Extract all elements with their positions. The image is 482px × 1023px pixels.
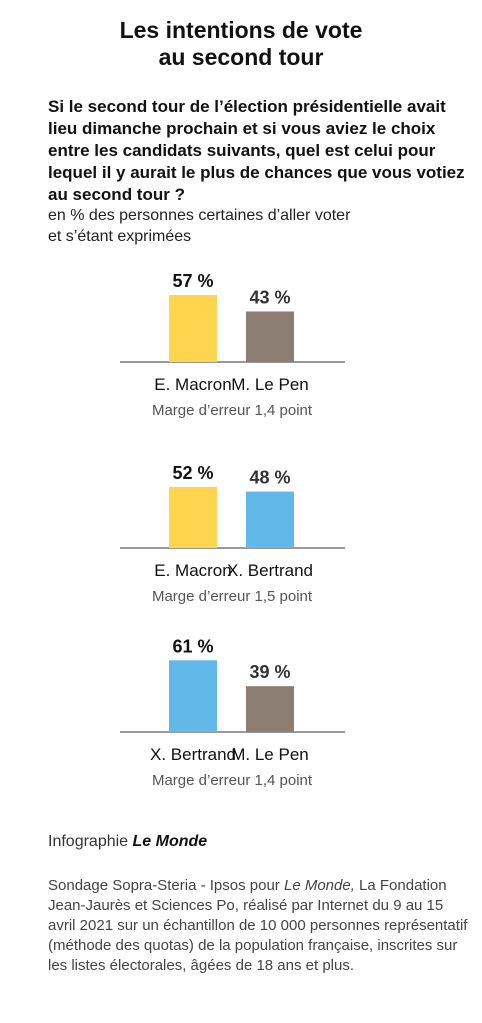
chart-1-margin-of-error: Marge d’erreur 1,4 point [152, 402, 313, 419]
infographic-credit: Infographie Le Monde [48, 833, 207, 851]
credit-brand: Le Monde [132, 833, 208, 850]
chart-1-value-label-e-macron: 57 % [172, 271, 213, 291]
source-note: Sondage Sopra-Steria - Ipsos pour Le Mon… [48, 876, 468, 976]
chart-title-line-1: Les intentions de vote [119, 17, 363, 43]
subtitle-line-1: en % des personnes certaines d’aller vot… [48, 207, 351, 224]
chart-2-value-label-x-bertrand: 48 % [249, 468, 290, 488]
chart-1-bar-e-macron [169, 295, 217, 362]
chart-3-value-label-x-bertrand: 61 % [172, 636, 213, 656]
chart-2-category-label-x-bertrand: X. Bertrand [227, 561, 313, 580]
chart-2-category-label-e-macron: E. Macron [154, 561, 231, 580]
chart-3-value-label-m-le-pen: 39 % [249, 662, 290, 682]
chart-3-category-label-m-le-pen: M. Le Pen [231, 745, 309, 764]
chart-3-bar-m-le-pen [246, 686, 294, 732]
chart-3-category-label-x-bertrand: X. Bertrand [150, 745, 236, 764]
chart-title-line-2: au second tour [158, 44, 324, 70]
chart-1-category-label-e-macron: E. Macron [154, 375, 231, 394]
subtitle-line-2: et s’étant exprimées [48, 228, 192, 245]
credit-prefix: Infographie [48, 833, 133, 850]
poll-question: Si le second tour de l’élection présiden… [48, 97, 465, 204]
chart-2-bar-x-bertrand [246, 491, 294, 548]
source-part-1: Sondage Sopra-Steria - Ipsos pour [48, 877, 284, 894]
chart-1-bar-m-le-pen [246, 311, 294, 362]
source-part-2: La Fondation Jean-Jaurès et Sciences Po,… [48, 877, 468, 974]
chart-subtitle: en % des personnes certaines d’aller vot… [48, 205, 468, 247]
chart-1-value-label-m-le-pen: 43 % [249, 287, 290, 307]
source-brand: Le Monde, [283, 877, 355, 894]
chart-3-bar-x-bertrand [169, 660, 217, 732]
chart-2-bar-e-macron [169, 486, 217, 548]
chart-2-margin-of-error: Marge d’erreur 1,5 point [152, 588, 313, 605]
chart-2-value-label-e-macron: 52 % [172, 463, 213, 483]
chart-1-category-label-m-le-pen: M. Le Pen [231, 375, 309, 394]
chart-3-margin-of-error: Marge d’erreur 1,4 point [152, 772, 313, 789]
